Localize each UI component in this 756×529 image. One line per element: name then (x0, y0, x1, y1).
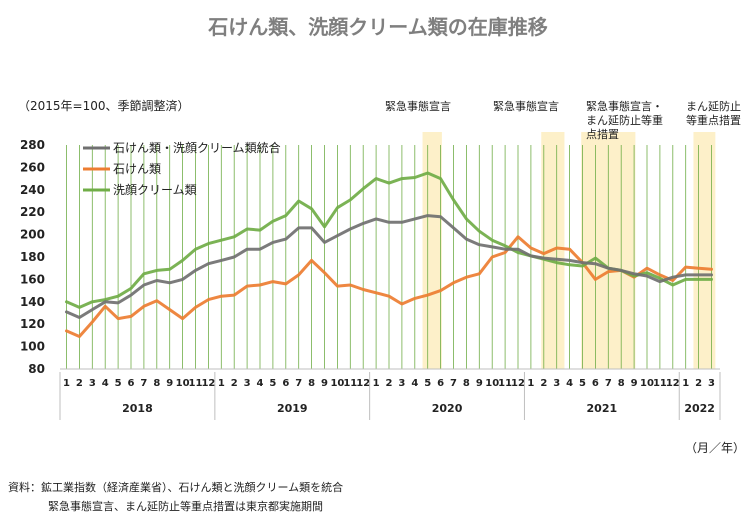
month-tick-label: 2 (540, 378, 547, 389)
month-tick-label: 12 (356, 378, 370, 389)
month-tick-label: 9 (631, 378, 638, 389)
year-label: 2019 (277, 402, 308, 415)
month-tick-label: 6 (437, 378, 444, 389)
month-tick-label: 6 (282, 378, 289, 389)
month-tick-label: 5 (269, 378, 276, 389)
month-gridlines (66, 145, 712, 369)
month-tick-label: 7 (450, 378, 457, 389)
month-tick-label: 8 (308, 378, 315, 389)
month-tick-label: 11 (343, 378, 357, 389)
month-tick-label: 9 (321, 378, 328, 389)
period-annotation-4: 等重点措置 (686, 113, 741, 127)
month-tick-label: 12 (666, 378, 680, 389)
month-tick-label: 1 (218, 378, 225, 389)
month-tick-label: 2 (386, 378, 393, 389)
month-tick-label: 4 (566, 378, 573, 389)
y-tick-label: 100 (20, 340, 45, 354)
legend-label-3: 洗顔クリーム類 (113, 182, 197, 197)
series-line-2 (65, 235, 713, 338)
month-tick-label: 5 (424, 378, 431, 389)
month-tick-label: 7 (295, 378, 302, 389)
month-tick-label: 2 (76, 378, 83, 389)
month-tick-label: 9 (476, 378, 483, 389)
year-label: 2018 (122, 402, 153, 415)
month-tick-label: 10 (485, 378, 499, 389)
month-tick-label: 8 (618, 378, 625, 389)
legend-label-2: 石けん類 (113, 162, 161, 176)
highlight-band-1 (422, 132, 442, 369)
month-tick-label: 6 (592, 378, 599, 389)
period-annotation-3: まん延防止等重 (586, 113, 663, 127)
month-tick-label: 11 (189, 378, 203, 389)
month-tick-label: 9 (166, 378, 173, 389)
month-tick-label: 1 (527, 378, 534, 389)
source-line-1: 資料：鉱工業指数（経済産業省）、石けん類と洗顔クリーム類を統合 (8, 480, 343, 494)
y-tick-label: 180 (20, 250, 45, 264)
period-annotation-2: 緊急事態宣言 (493, 99, 559, 113)
month-tick-label: 2 (231, 378, 238, 389)
month-tick-label: 12 (201, 378, 215, 389)
month-tick-label: 3 (553, 378, 560, 389)
source-line-2: 緊急事態宣言、まん延防止等重点措置は東京都実施期間 (48, 499, 323, 513)
month-tick-label: 8 (463, 378, 470, 389)
month-tick-label: 7 (140, 378, 147, 389)
legend-label-1: 石けん類・洗顔クリーム類統合 (113, 140, 281, 155)
highlight-band-4 (693, 132, 716, 369)
period-annotation-3: 点措置 (586, 127, 619, 141)
y-tick-label: 200 (20, 228, 45, 242)
month-tick-label: 1 (373, 378, 380, 389)
x-unit-label: （月／年） (685, 441, 745, 455)
month-tick-label: 4 (257, 378, 264, 389)
period-annotation-1: 緊急事態宣言 (385, 99, 451, 113)
month-tick-label: 11 (653, 378, 667, 389)
y-tick-label: 120 (20, 317, 45, 331)
month-tick-label: 12 (511, 378, 525, 389)
chart-title: 石けん類、洗顔クリーム類の在庫推移 (207, 15, 547, 39)
year-label: 2022 (684, 402, 715, 415)
series-line-1 (65, 214, 713, 319)
month-tick-label: 10 (330, 378, 344, 389)
series-lines (65, 171, 713, 338)
y-axis: 80 100 120 140 160 180 200 220 240 260 280 (20, 138, 45, 376)
month-tick-label: 4 (411, 378, 418, 389)
y-tick-label: 140 (20, 295, 45, 309)
month-tick-label: 10 (176, 378, 190, 389)
month-tick-label: 10 (640, 378, 654, 389)
y-tick-label: 220 (20, 205, 45, 219)
y-tick-label: 280 (20, 138, 45, 152)
month-tick-label: 6 (128, 378, 135, 389)
month-tick-label: 5 (115, 378, 122, 389)
period-annotation-4: まん延防止 (686, 99, 741, 113)
month-tick-label: 4 (102, 378, 109, 389)
month-tick-label: 5 (579, 378, 586, 389)
series-line-3 (65, 171, 713, 309)
unit-label: （2015年=100、季節調整済） (18, 98, 190, 113)
y-tick-label: 260 (20, 160, 45, 174)
month-tick-label: 3 (398, 378, 405, 389)
period-annotation-3: 緊急事態宣言・ (586, 99, 663, 113)
month-tick-label: 1 (682, 378, 689, 389)
month-tick-label: 1 (63, 378, 70, 389)
year-label: 2020 (432, 402, 463, 415)
y-tick-label: 80 (28, 362, 45, 376)
month-tick-label: 8 (153, 378, 160, 389)
month-tick-label: 3 (89, 378, 96, 389)
year-label: 2021 (587, 402, 618, 415)
month-tick-label: 3 (708, 378, 715, 389)
month-tick-label: 7 (605, 378, 612, 389)
month-tick-label: 11 (498, 378, 512, 389)
month-tick-label: 3 (244, 378, 251, 389)
y-tick-label: 240 (20, 183, 45, 197)
month-tick-label: 2 (695, 378, 702, 389)
y-tick-label: 160 (20, 272, 45, 286)
